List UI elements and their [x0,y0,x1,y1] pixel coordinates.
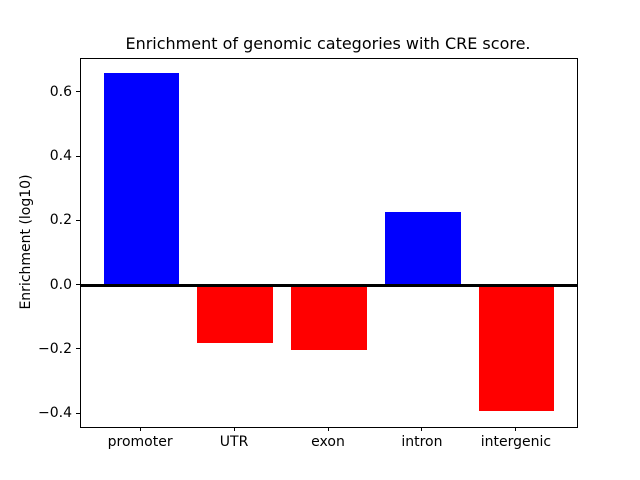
x-tick-label-promoter: promoter [107,434,173,450]
plot-area [80,58,578,428]
chart-title: Enrichment of genomic categories with CR… [125,34,531,53]
x-tick-mark [421,427,423,431]
x-tick-mark [515,427,517,431]
x-tick-label-intron: intron [401,434,443,450]
bar-exon [291,285,367,350]
x-tick-mark [233,427,235,431]
x-tick-mark [327,427,329,431]
y-tick-mark [76,284,80,286]
y-tick-mark [76,91,80,93]
x-tick-label-UTR: UTR [219,434,249,450]
y-tick-mark [76,155,80,157]
y-tick-label: −0.4 [38,405,72,422]
y-tick-mark [76,412,80,414]
bar-intron [385,211,461,286]
y-tick-label: 0.6 [49,83,72,100]
y-tick-label: 0.0 [49,276,72,293]
y-tick-mark [76,219,80,221]
x-tick-label-intergenic: intergenic [480,434,552,450]
zero-line [81,284,577,287]
y-tick-label: 0.4 [49,148,72,165]
y-tick-mark [76,348,80,350]
bar-intergenic [479,285,555,411]
x-tick-mark [139,427,141,431]
x-tick-label-exon: exon [311,434,345,450]
y-tick-label: −0.2 [38,340,72,357]
y-tick-label: 0.2 [49,212,72,229]
bar-UTR [197,285,273,344]
bar-promoter [103,73,179,286]
